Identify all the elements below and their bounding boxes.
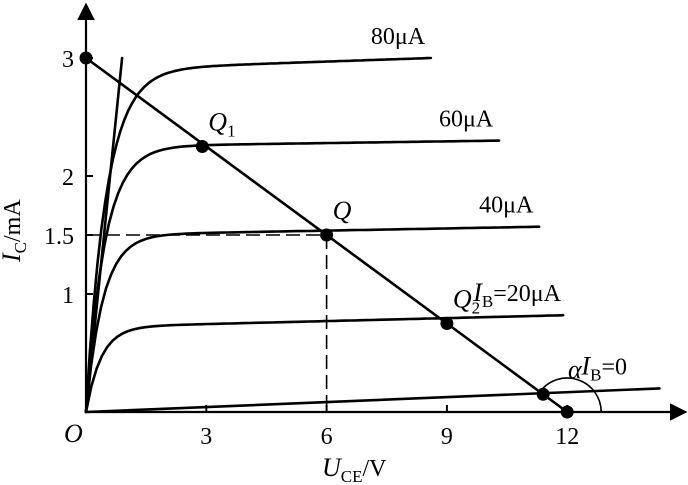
x-tick-label-2: 9 [441,424,453,450]
point-3 [440,317,454,330]
curve-label-4: IB=0 [580,351,627,384]
saturation-boundary [84,56,124,414]
y-tick-label-2: 2 [62,165,74,191]
curve-4 [84,387,661,414]
x-tick-label-1: 6 [321,424,333,450]
curve-2 [84,225,541,414]
curve-3 [84,313,565,414]
point-label-2: Q [333,196,352,225]
operating-points: Q1 Q Q2 [79,51,574,419]
y-axis-label: IC/mA [0,199,30,263]
alpha-arc [539,377,602,413]
point-5 [560,405,574,419]
x-axis-label: UCE/V [322,453,387,485]
origin-label: O [64,419,83,448]
dashed-guides [86,234,328,412]
x-tick-label-3: 12 [555,424,579,450]
curve-1 [84,139,501,414]
curve-label-2: 40μA [479,193,534,219]
point-label-3: Q2 [453,285,480,318]
y-tick-label-1: 1.5 [44,224,74,250]
point-2 [320,228,334,242]
curve-label-1: 60μA [439,107,494,133]
point-4 [536,387,550,401]
y-tick-label-3: 3 [62,47,74,73]
y-tick-label-0: 1 [62,283,74,309]
curve-label-3: IB=20μA [472,278,561,311]
curve-0 [84,56,433,414]
axis-ticks: 3 6 9 12 1 1.5 2 3 [44,47,579,450]
point-1 [195,140,209,153]
point-label-1: Q1 [208,108,235,141]
point-0 [79,51,93,65]
angle-label: α [568,355,583,384]
curve-label-0: 80μA [371,24,426,50]
ib-curves [84,56,661,414]
x-tick-label-0: 3 [200,424,212,450]
chart-labels: 80μA 60μA 40μA IB=20μA IB=0 [371,24,627,384]
